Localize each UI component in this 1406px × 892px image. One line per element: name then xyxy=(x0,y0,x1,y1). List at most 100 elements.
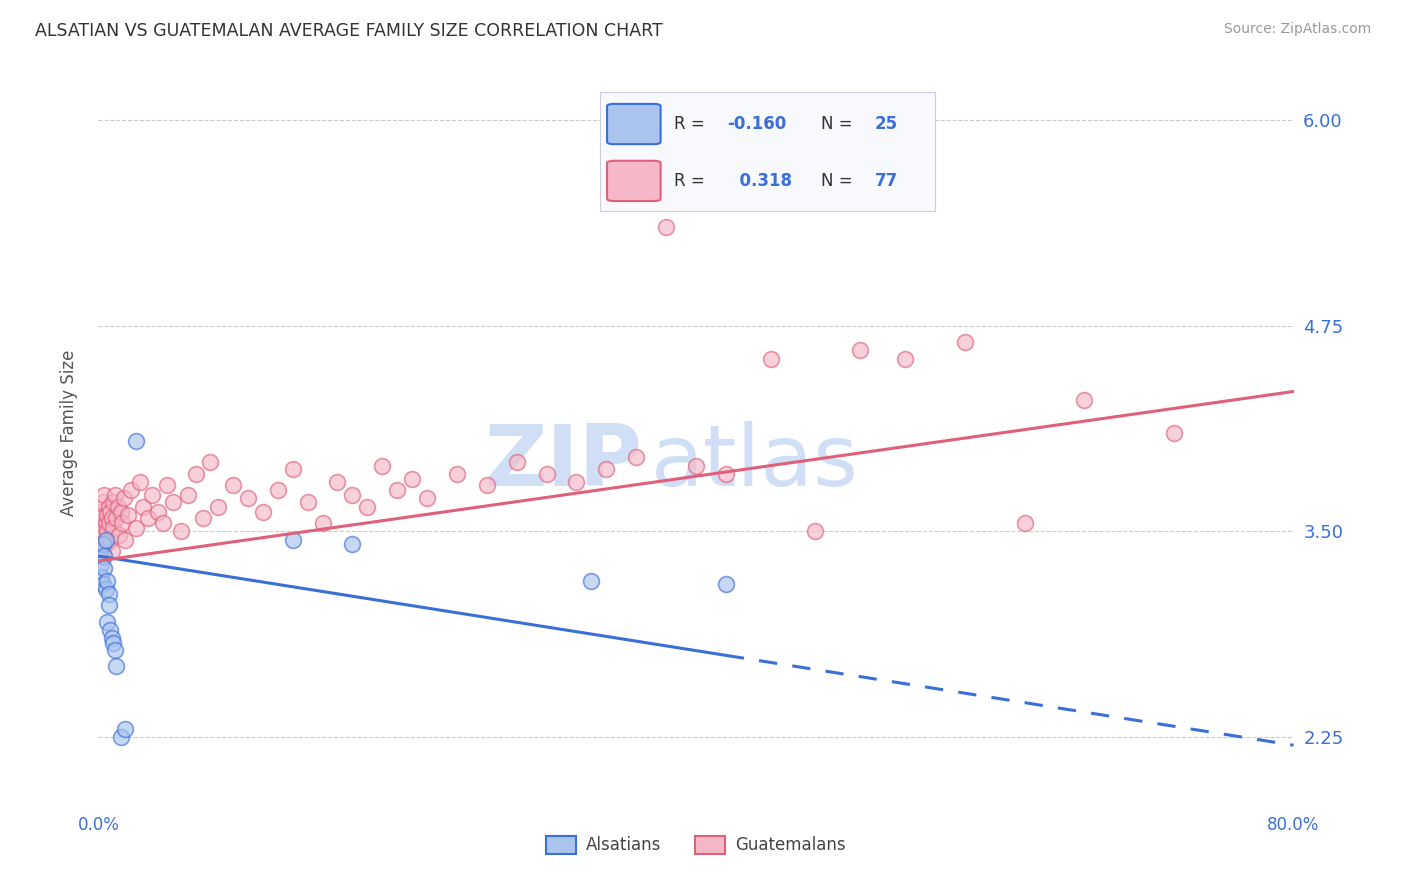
Legend: Alsatians, Guatemalans: Alsatians, Guatemalans xyxy=(540,829,852,861)
Point xyxy=(111,516,134,530)
Point xyxy=(191,511,214,525)
Point xyxy=(281,533,304,547)
Point xyxy=(759,351,782,366)
Point xyxy=(371,458,394,473)
Point xyxy=(626,450,648,465)
Point xyxy=(177,488,200,502)
Point xyxy=(94,533,117,547)
Point xyxy=(536,467,558,481)
Point xyxy=(107,500,129,514)
Point xyxy=(103,636,125,650)
Point xyxy=(267,483,290,498)
Point xyxy=(105,659,128,673)
Point xyxy=(953,335,976,350)
Point xyxy=(252,505,274,519)
Point xyxy=(595,462,617,476)
Point xyxy=(108,527,131,541)
Point xyxy=(200,455,222,469)
Point xyxy=(129,475,152,489)
Point xyxy=(94,516,117,530)
Y-axis label: Average Family Size: Average Family Size xyxy=(59,350,77,516)
Point xyxy=(97,516,120,530)
Point xyxy=(93,488,115,502)
Point xyxy=(385,483,409,498)
Point xyxy=(311,516,333,530)
Point xyxy=(91,537,114,551)
Point xyxy=(114,533,136,547)
Point xyxy=(132,500,155,514)
Point xyxy=(104,488,127,502)
Point xyxy=(1163,425,1185,440)
Point xyxy=(120,483,142,498)
Point xyxy=(91,544,114,558)
Point xyxy=(97,587,120,601)
Point xyxy=(849,343,872,358)
Point xyxy=(101,632,124,646)
Point xyxy=(156,478,179,492)
Point xyxy=(117,508,139,522)
Point xyxy=(356,500,378,514)
Point xyxy=(104,642,127,657)
Point xyxy=(96,574,118,588)
Point xyxy=(94,537,117,551)
Point xyxy=(446,467,468,481)
Point xyxy=(89,521,111,535)
Point xyxy=(281,462,304,476)
Point xyxy=(506,455,529,469)
Point xyxy=(96,524,118,539)
Point xyxy=(90,533,112,547)
Point xyxy=(114,722,136,736)
Point xyxy=(90,558,112,572)
Point xyxy=(98,533,122,547)
Point xyxy=(101,511,124,525)
Point xyxy=(125,521,148,535)
Point xyxy=(94,582,117,596)
Point xyxy=(93,560,115,574)
Point xyxy=(90,511,112,525)
Point xyxy=(655,219,678,234)
Point xyxy=(326,475,349,489)
Point xyxy=(685,458,707,473)
Point xyxy=(1014,516,1036,530)
Point xyxy=(112,491,135,506)
Point xyxy=(894,351,917,366)
Point xyxy=(97,500,120,514)
Point xyxy=(581,574,603,588)
Point xyxy=(98,505,122,519)
Point xyxy=(565,475,588,489)
Point xyxy=(475,478,498,492)
Point xyxy=(714,467,737,481)
Point xyxy=(162,494,184,508)
Point xyxy=(101,544,124,558)
Point xyxy=(91,577,114,591)
Point xyxy=(342,537,364,551)
Point xyxy=(89,505,111,519)
Text: Source: ZipAtlas.com: Source: ZipAtlas.com xyxy=(1223,22,1371,37)
Point xyxy=(93,527,115,541)
Point xyxy=(416,491,439,506)
Point xyxy=(103,494,125,508)
Text: ALSATIAN VS GUATEMALAN AVERAGE FAMILY SIZE CORRELATION CHART: ALSATIAN VS GUATEMALAN AVERAGE FAMILY SI… xyxy=(35,22,662,40)
Point xyxy=(141,488,163,502)
Point xyxy=(96,508,118,522)
Point xyxy=(152,516,174,530)
Point xyxy=(297,494,319,508)
Point xyxy=(401,472,423,486)
Point xyxy=(93,549,115,563)
Point xyxy=(125,434,148,448)
Text: atlas: atlas xyxy=(651,421,859,504)
Point xyxy=(89,544,111,558)
Point xyxy=(169,524,191,539)
Point xyxy=(184,467,207,481)
Point xyxy=(222,478,245,492)
Point xyxy=(804,524,827,539)
Point xyxy=(207,500,229,514)
Point xyxy=(1073,392,1095,407)
Point xyxy=(342,488,364,502)
Point xyxy=(110,505,132,519)
Point xyxy=(103,521,125,535)
Point xyxy=(90,570,112,584)
Point xyxy=(96,615,118,629)
Point xyxy=(110,730,132,744)
Text: ZIP: ZIP xyxy=(485,421,643,504)
